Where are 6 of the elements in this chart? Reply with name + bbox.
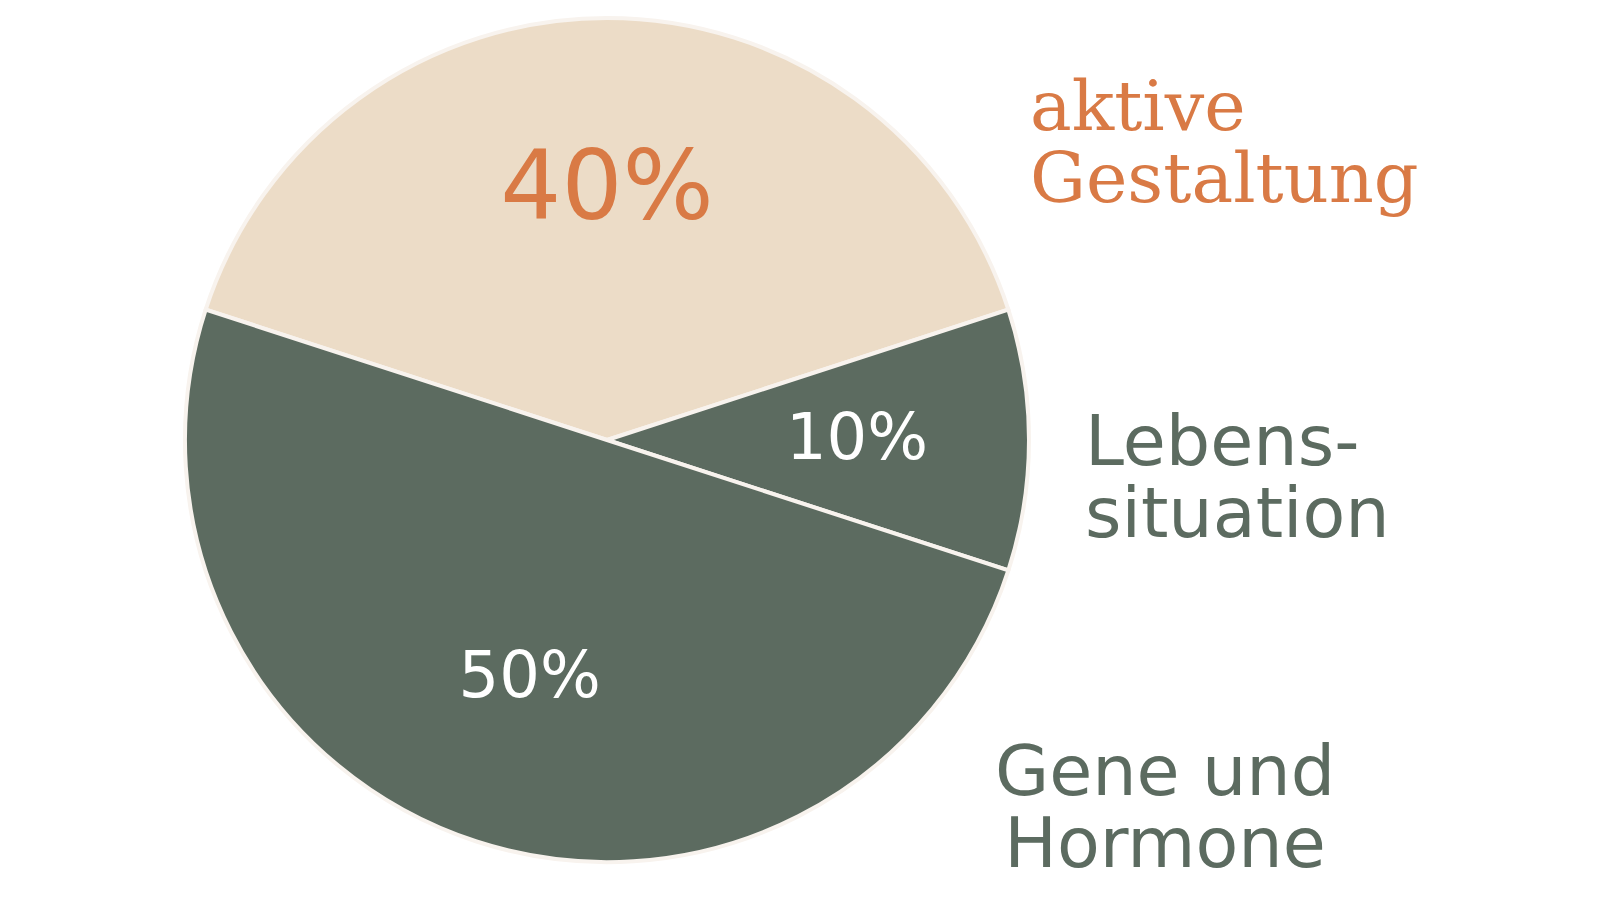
slice-label: Gene und Hormone	[994, 730, 1336, 884]
slice-label: Lebens- situation	[1085, 400, 1390, 554]
data-label: 40%	[500, 130, 714, 242]
data-label: 10%	[785, 400, 929, 474]
data-label: 50%	[458, 637, 601, 712]
slice-label: aktive Gestaltung	[1030, 65, 1419, 219]
